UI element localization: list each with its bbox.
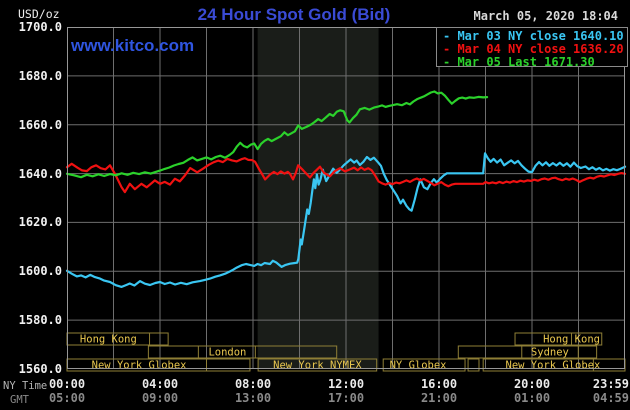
ny-time-axis-caption: NY Time <box>3 380 48 392</box>
session-label: NY Globex <box>390 360 447 372</box>
x-tick-label-ny: 12:00 <box>327 377 365 391</box>
session-label: New York Globex <box>92 360 187 372</box>
y-tick-label: 1680.0 <box>18 68 62 83</box>
legend-entry-mar05: - Mar 05 Last 1671.30 <box>443 55 595 69</box>
session-label: New York NYMEX <box>273 360 362 372</box>
session-bar-hong-kong <box>514 332 603 346</box>
legend-entry-mar04: - Mar 04 NY close 1636.20 <box>443 42 624 56</box>
session-label: Hong Kong <box>543 334 600 346</box>
x-tick-label-ny: 16:00 <box>420 377 458 391</box>
x-tick-label-gmt: 04:59 <box>592 391 629 405</box>
nymex-session-highlight-band <box>257 27 379 369</box>
y-tick-label: 1600.0 <box>18 264 62 279</box>
x-tick-label-gmt: 01:00 <box>513 391 551 405</box>
y-axis-units-label: USD/oz <box>18 7 60 21</box>
legend-entry-mar03: - Mar 03 NY close 1640.10 <box>443 29 624 43</box>
y-tick-label: 1700.0 <box>18 20 62 34</box>
series-line-mar-05 <box>65 90 489 179</box>
y-tick-label: 1560.0 <box>18 362 62 376</box>
session-bar-new-york-nymex <box>257 358 378 372</box>
plot-border-line <box>67 27 625 369</box>
x-tick-label-ny: 08:00 <box>234 377 272 391</box>
series-line-mar-04 <box>65 157 627 194</box>
session-bar-ny-globex <box>382 358 466 372</box>
x-tick-label-gmt: 21:00 <box>420 391 458 405</box>
y-tick-label: 1620.0 <box>18 215 62 230</box>
session-bar <box>467 358 480 372</box>
gmt-axis-caption: GMT <box>10 394 29 406</box>
session-label: New York Globex <box>506 360 601 372</box>
x-tick-label-gmt: 17:00 <box>327 391 365 405</box>
session-label: Hong Kong <box>80 334 137 346</box>
kitco-watermark-link[interactable]: www.kitco.com <box>71 36 195 55</box>
legend-box: - Mar 03 NY close 1640.10 - Mar 04 NY cl… <box>436 27 628 69</box>
session-bar-sydney <box>457 345 598 359</box>
session-label: London <box>208 347 246 359</box>
timestamp: March 05, 2020 18:04 <box>473 9 619 23</box>
session-label: Sydney <box>531 347 569 359</box>
x-tick-label-ny: 23:59 <box>592 377 629 391</box>
x-tick-label-gmt: 05:00 <box>48 391 86 405</box>
y-tick-label: 1640.0 <box>18 166 62 181</box>
y-tick-label: 1580.0 <box>18 313 62 328</box>
series-line-mar-03 <box>65 152 627 288</box>
y-tick-label: 1660.0 <box>18 117 62 132</box>
x-tick-label-ny: 04:00 <box>141 377 179 391</box>
x-tick-label-ny: 00:00 <box>48 377 86 391</box>
x-tick-label-gmt: 09:00 <box>141 391 179 405</box>
chart-title: 24 Hour Spot Gold (Bid) <box>197 5 391 24</box>
session-bar-london <box>147 345 338 359</box>
x-tick-label-gmt: 13:00 <box>234 391 272 405</box>
x-tick-label-ny: 20:00 <box>513 377 551 391</box>
